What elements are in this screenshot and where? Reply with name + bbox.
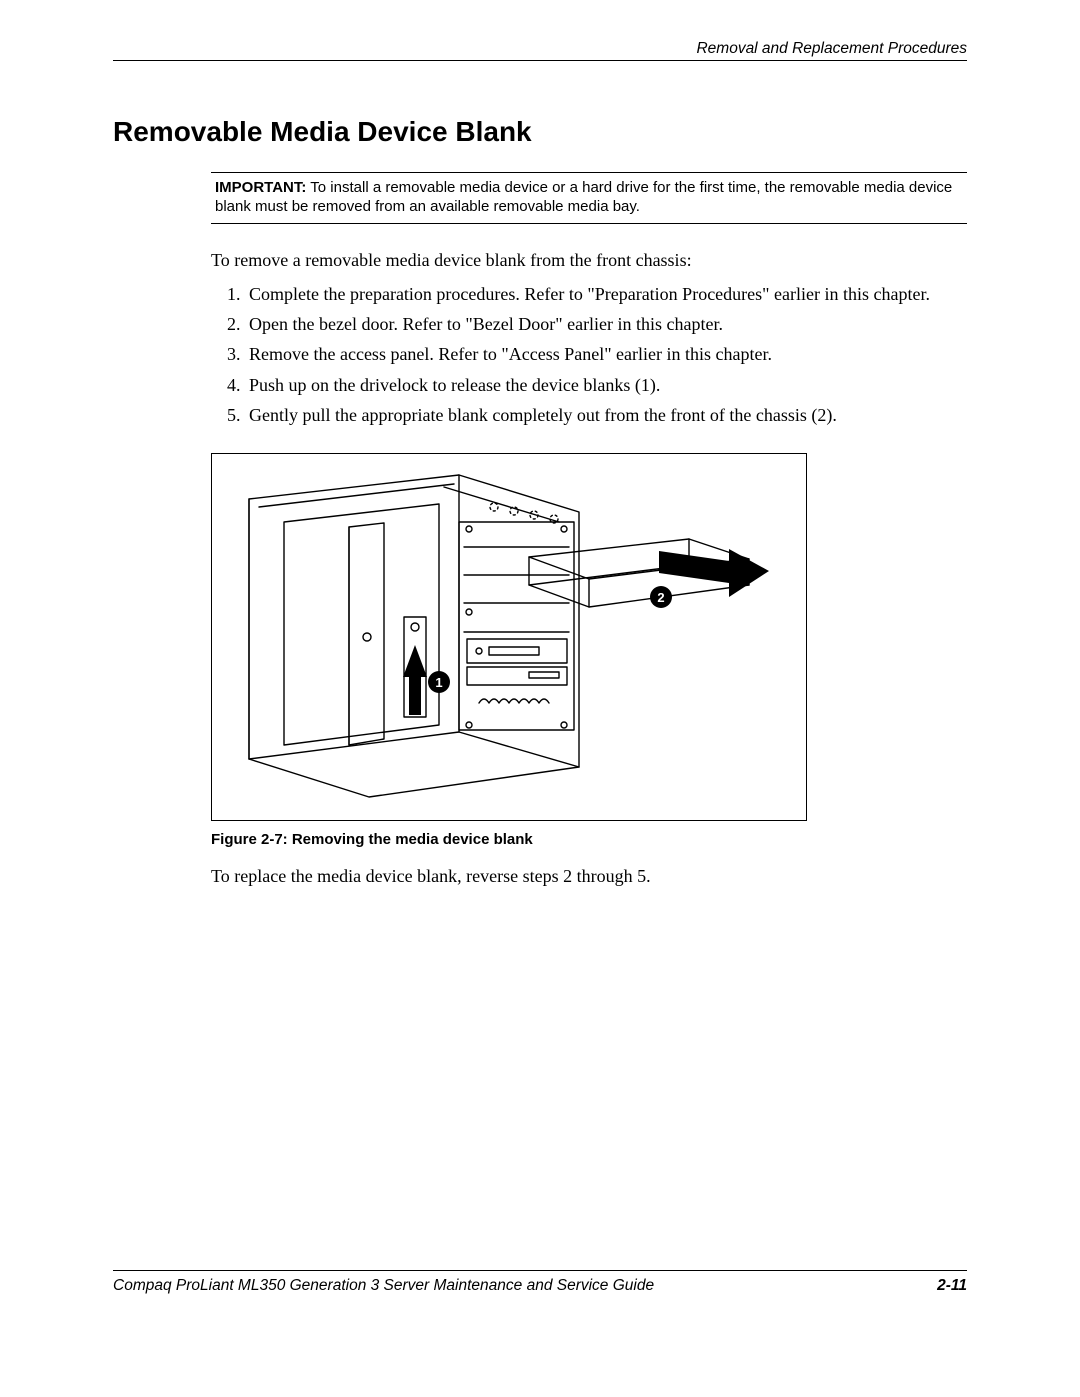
list-item: Remove the access panel. Refer to "Acces… [245,342,967,366]
header-rule [113,60,967,61]
arrow-up-icon [403,645,427,715]
list-item: Open the bezel door. Refer to "Bezel Doo… [245,312,967,336]
footer-rule [113,1270,967,1271]
chassis-diagram: 1 2 [229,467,789,807]
important-note: IMPORTANT: To install a removable media … [211,172,967,224]
page-container: Removal and Replacement Procedures Remov… [113,60,967,1340]
list-item: Push up on the drivelock to release the … [245,373,967,397]
section-title: Removable Media Device Blank [113,116,967,148]
figure: 1 2 Figure 2-7: Removing the media devic… [211,453,811,848]
list-item: Gently pull the appropriate blank comple… [245,403,967,427]
step-list: Complete the preparation procedures. Ref… [211,282,967,427]
after-figure-text: To replace the media device blank, rever… [211,866,967,887]
footer-page-number: 2-11 [937,1277,967,1295]
footer-doc-title: Compaq ProLiant ML350 Generation 3 Serve… [113,1277,654,1295]
list-item: Complete the preparation procedures. Ref… [245,282,967,306]
note-text: To install a removable media device or a… [215,179,952,215]
callout-2: 2 [650,586,672,608]
svg-text:2: 2 [657,590,664,605]
callout-1: 1 [428,671,450,693]
page-footer: Compaq ProLiant ML350 Generation 3 Serve… [113,1270,967,1295]
intro-text: To remove a removable media device blank… [211,248,967,272]
running-head: Removal and Replacement Procedures [696,40,967,58]
figure-caption: Figure 2-7: Removing the media device bl… [211,831,811,848]
svg-text:1: 1 [435,675,442,690]
note-label: IMPORTANT: [215,179,306,196]
figure-frame: 1 2 [211,453,807,821]
